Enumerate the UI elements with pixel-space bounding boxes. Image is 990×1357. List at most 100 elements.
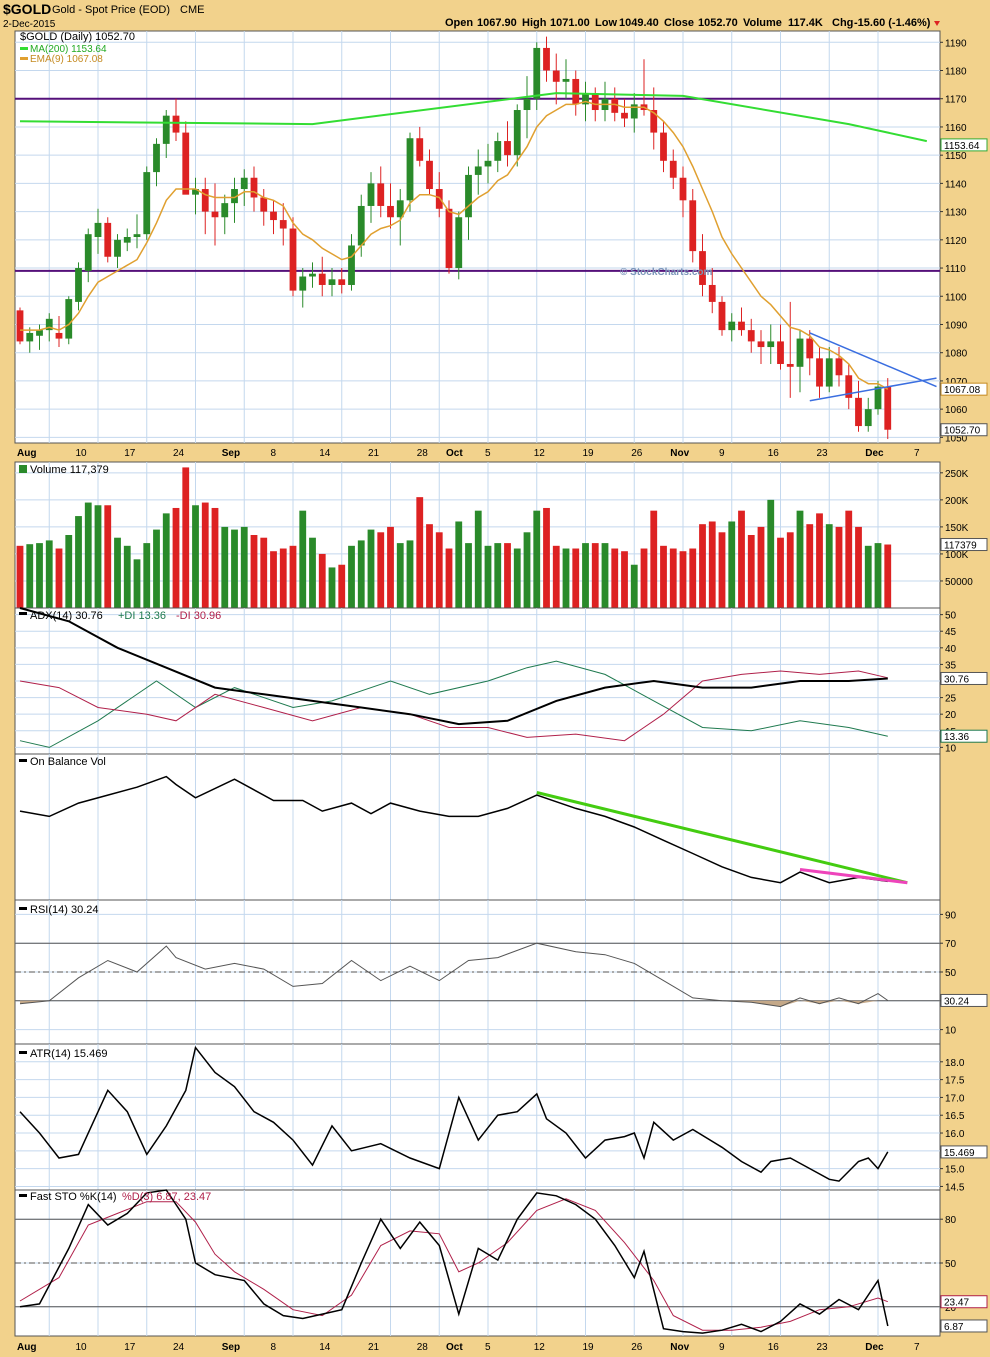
sto-legend-k: Fast STO %K(14)	[30, 1191, 117, 1203]
volume-bar	[816, 513, 823, 608]
sto-panel: 20 50 80 23.47 6.87	[14, 1189, 988, 1337]
candle-body	[630, 104, 638, 119]
candle-body	[513, 110, 521, 156]
sto-k-line	[19, 1189, 889, 1334]
x-axis-label-top: 26	[631, 448, 643, 459]
rsi-y-tick-label: 50	[945, 968, 957, 979]
x-axis-label-top: 5	[485, 448, 491, 459]
candle-body	[36, 330, 43, 336]
atr-y-tick-label: 16.0	[945, 1129, 965, 1140]
adx-y-tick-label: 10	[945, 743, 957, 754]
volume-bar	[270, 551, 277, 608]
x-axis-label-bottom: Aug	[17, 1342, 36, 1353]
volume-bar	[26, 544, 34, 608]
volume-bar	[874, 543, 882, 608]
x-axis-label-top: Dec	[865, 448, 884, 459]
triangle-trend-line	[809, 377, 937, 402]
price-last-ma: 1153.64	[944, 141, 980, 152]
price-y-tick-label: 1070	[945, 377, 968, 388]
volume-bar	[679, 551, 687, 608]
ohlc-low-value: 1049.40	[619, 17, 659, 29]
volume-bar	[562, 548, 570, 608]
volume-bar	[426, 524, 433, 608]
x-axis-label-top: 10	[76, 448, 88, 459]
candle-body	[84, 234, 92, 271]
rsi-legend-swatch	[19, 907, 27, 910]
volume-bar	[591, 543, 599, 608]
candle-body	[221, 203, 229, 218]
volume-bar	[192, 505, 199, 608]
candle-body	[796, 338, 804, 367]
candle-body	[747, 330, 755, 342]
rsi-y-tick-label: 70	[945, 939, 957, 950]
rsi-y-tick-label: 90	[945, 910, 957, 921]
volume-bar	[806, 524, 814, 608]
candle-body	[123, 237, 131, 243]
volume-legend: Volume 117,379	[30, 464, 109, 476]
volume-y-tick-label: 50000	[945, 577, 973, 588]
candle-body	[143, 172, 151, 235]
volume-bar	[250, 535, 258, 608]
volume-bar	[143, 543, 151, 608]
candle-body	[660, 132, 667, 161]
x-axis-label-bottom: 10	[76, 1342, 88, 1353]
sto-last-d-label-box	[940, 1295, 988, 1309]
candle-body	[201, 189, 209, 212]
ema9-line	[20, 100, 889, 390]
x-axis-label-top: 24	[173, 448, 185, 459]
volume-bar	[104, 505, 112, 608]
candle-body	[299, 276, 307, 291]
x-axis-label-top: 16	[768, 448, 780, 459]
x-axis-label-bottom: 28	[417, 1342, 429, 1353]
volume-bar	[153, 529, 160, 608]
volume-bar	[757, 526, 765, 608]
price-y-tick-label: 1150	[945, 151, 967, 162]
price-y-tick-label: 1060	[945, 405, 968, 416]
candle-body	[728, 321, 736, 331]
candle-body	[445, 208, 453, 269]
candle-body	[328, 279, 336, 285]
price-last-ema-box	[940, 382, 988, 396]
candle-body	[777, 341, 784, 364]
x-axis-label-top: 12	[534, 448, 546, 459]
volume-bar	[504, 543, 511, 608]
candle-body	[757, 341, 765, 348]
candle-body	[309, 273, 316, 277]
x-axis-label-bottom: 24	[173, 1342, 185, 1353]
volume-bar	[621, 551, 628, 608]
price-legend-title: $GOLD (Daily) 1052.70	[20, 31, 135, 43]
x-axis-label-bottom: 12	[534, 1342, 546, 1353]
adx-y-tick-label: 50	[945, 611, 957, 622]
volume-y-tick-label: 200K	[945, 496, 969, 507]
ohlc-low-label: Low	[595, 17, 617, 29]
volume-y-tick-label: 150K	[945, 523, 969, 534]
volume-bar	[465, 543, 472, 608]
candle-body	[455, 217, 463, 269]
price-y-tick-label: 1050	[945, 433, 968, 444]
rsi-last-label-box	[940, 993, 988, 1007]
candle-body	[523, 98, 531, 111]
ohlc-close-label: Close	[664, 17, 694, 29]
chart-symbol: $GOLD	[3, 1, 51, 17]
adx-last-label: 30.76	[944, 674, 969, 685]
atr-y-tick-label: 18.0	[945, 1058, 965, 1069]
candle-body	[348, 245, 355, 285]
volume-bar	[279, 548, 287, 608]
volume-bar	[582, 543, 589, 608]
atr-last-label: 15.469	[944, 1148, 975, 1159]
volume-bar	[309, 537, 316, 608]
atr-legend-swatch	[19, 1051, 27, 1054]
candle-body	[611, 98, 619, 113]
volume-bar	[864, 545, 872, 608]
panel-background	[14, 753, 941, 901]
adx-y-tick-label: 35	[945, 660, 957, 671]
volume-bar	[65, 535, 73, 608]
x-axis-label-top: Aug	[17, 448, 36, 459]
volume-bar	[45, 540, 53, 608]
volume-bar	[484, 545, 492, 608]
chg-down-arrow-icon	[934, 21, 940, 26]
x-axis-label-bottom: 8	[271, 1342, 277, 1353]
volume-bar	[494, 543, 502, 608]
volume-bar	[650, 510, 658, 608]
candle-body	[699, 251, 706, 285]
